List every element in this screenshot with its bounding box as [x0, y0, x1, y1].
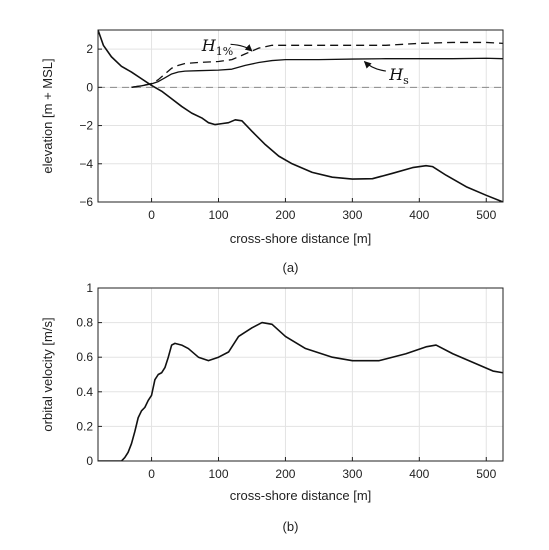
panel-b-ytick-label: 0.8	[76, 316, 93, 330]
panel-b-ticks: 0 100 200 300 400 500 0 0.2 0.4 0.6 0.8 1	[76, 281, 496, 481]
panel-a-series-h-1--line	[131, 41, 503, 88]
panel-a-grid	[98, 30, 503, 203]
panel-a-frame	[97, 29, 504, 203]
panel-a-ytick-label: −6	[79, 195, 93, 209]
panel-b-ytick-label: 0	[86, 454, 93, 468]
panel-b-xtick-label: 100	[208, 467, 228, 481]
panel-b-ytick-label: 0.4	[76, 385, 93, 399]
panel-b-frame	[97, 287, 504, 462]
panel-a-annotations: H1% Hs	[201, 36, 409, 87]
panel-a-arrow-hs	[363, 61, 386, 72]
panel-b-xlabel: cross-shore distance [m]	[230, 488, 372, 503]
panel-a-ticks: 0 100 200 300 400 500 −6 −4 −2 0 2	[79, 42, 496, 222]
panel-a-xtick-label: 500	[476, 208, 496, 222]
panel-a-series-bed-line	[98, 30, 503, 202]
panel-a-xtick-label: 100	[208, 208, 228, 222]
panel-b-xtick-label: 200	[275, 467, 295, 481]
panel-b-ytick-label: 1	[86, 281, 93, 295]
panel-a-series-h-s-line	[131, 57, 503, 88]
panel-a-ytick-label: −4	[79, 157, 93, 171]
panel-b-chart: 0 100 200 300 400 500 0 0.2 0.4 0.6 0.8 1 cross-sho…	[40, 281, 504, 534]
panel-a-xtick-label: 0	[148, 208, 155, 222]
panel-b-ytick-label: 0.6	[76, 350, 93, 364]
panel-b-caption: (b)	[283, 519, 299, 534]
panel-a-ytick-label: −2	[79, 119, 93, 133]
panel-a-series	[98, 30, 503, 202]
panel-a-xtick-label: 200	[275, 208, 295, 222]
panel-a-arrow-h1	[230, 43, 253, 52]
panel-a-ylabel: elevation [m + MSL]	[40, 58, 55, 173]
panel-a-ytick-label: 0	[86, 80, 93, 94]
panel-b-xtick-label: 300	[342, 467, 362, 481]
panel-b-xtick-label: 0	[148, 467, 155, 481]
panel-b-series	[98, 321, 503, 461]
panel-a-xlabel: cross-shore distance [m]	[230, 231, 372, 246]
panel-a-annotation-h1: H1%	[201, 36, 233, 58]
panel-a-ytick-label: 2	[86, 42, 93, 56]
panel-a-caption: (a)	[283, 260, 299, 275]
panel-a-chart: 0 100 200 300 400 500 −6 −4 −2 0 2 H1% Hs cross-sho…	[40, 29, 504, 275]
panel-b-xtick-label: 400	[409, 467, 429, 481]
panel-a-xtick-label: 300	[342, 208, 362, 222]
panel-a-annotation-hs: Hs	[388, 65, 409, 87]
panel-b-xtick-label: 500	[476, 467, 496, 481]
panel-b-ytick-label: 0.2	[76, 419, 93, 433]
panel-a-xtick-label: 400	[409, 208, 429, 222]
panel-b-ylabel: orbital velocity [m/s]	[40, 317, 55, 431]
panel-b-series-orbital-velocity-line	[98, 321, 503, 461]
